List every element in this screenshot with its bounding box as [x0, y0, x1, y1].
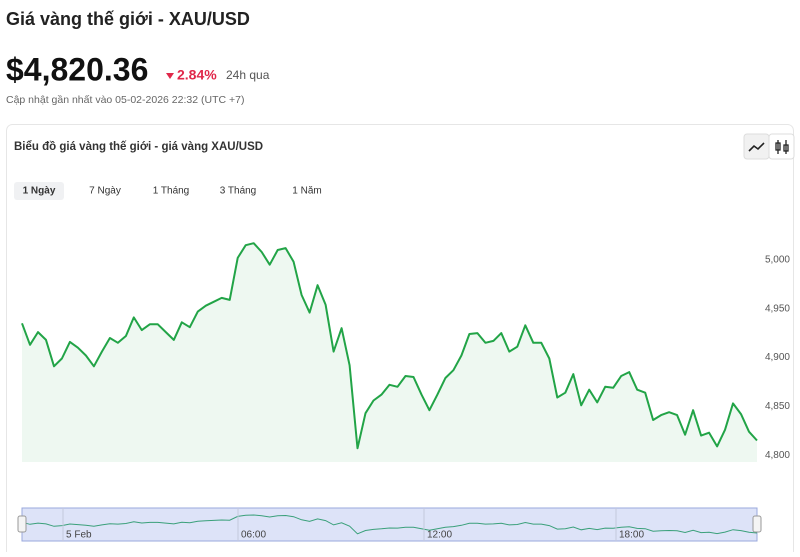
line-icon	[748, 142, 765, 152]
navigator-label: 18:00	[619, 530, 644, 541]
range-tab[interactable]: 1 Năm	[292, 186, 321, 197]
range-tab[interactable]: 7 Ngày	[89, 186, 121, 197]
line-mode-button[interactable]	[743, 133, 770, 160]
navigator-label: 12:00	[427, 530, 452, 541]
navigator-handle[interactable]	[752, 515, 762, 533]
candle-icon	[775, 140, 789, 154]
change: 2.84%	[177, 67, 217, 83]
range-tab-active[interactable]	[14, 182, 64, 200]
candle-mode-button[interactable]	[768, 133, 795, 160]
price: $4,820.36	[6, 51, 148, 87]
navigator-line	[21, 514, 758, 535]
y-tick-label: 4,850	[765, 401, 790, 412]
change-period: 24h qua	[226, 68, 270, 82]
navigator-label: 06:00	[241, 530, 266, 541]
y-tick-label: 4,800	[765, 450, 790, 461]
navigator-window[interactable]	[21, 507, 758, 542]
chart-title: Biểu đồ giá vàng thế giới - giá vàng XAU…	[14, 141, 263, 153]
navigator-label: 5 Feb	[66, 530, 92, 541]
page-title: Giá vàng thế giới - XAU/USD	[6, 9, 250, 29]
navigator-handle[interactable]	[17, 515, 27, 533]
price-line	[21, 242, 758, 450]
y-tick-label: 4,900	[765, 352, 790, 363]
down-arrow	[166, 73, 174, 79]
area-fill	[22, 243, 757, 462]
updated-time: Cập nhật gần nhất vào 05-02-2026 22:32 (…	[6, 94, 244, 106]
y-tick-label: 5,000	[765, 254, 790, 265]
range-tab[interactable]: 1 Tháng	[153, 186, 190, 197]
y-tick-label: 4,950	[765, 303, 790, 314]
range-tab[interactable]: 1 Ngày	[23, 186, 56, 197]
range-tab[interactable]: 3 Tháng	[220, 186, 257, 197]
